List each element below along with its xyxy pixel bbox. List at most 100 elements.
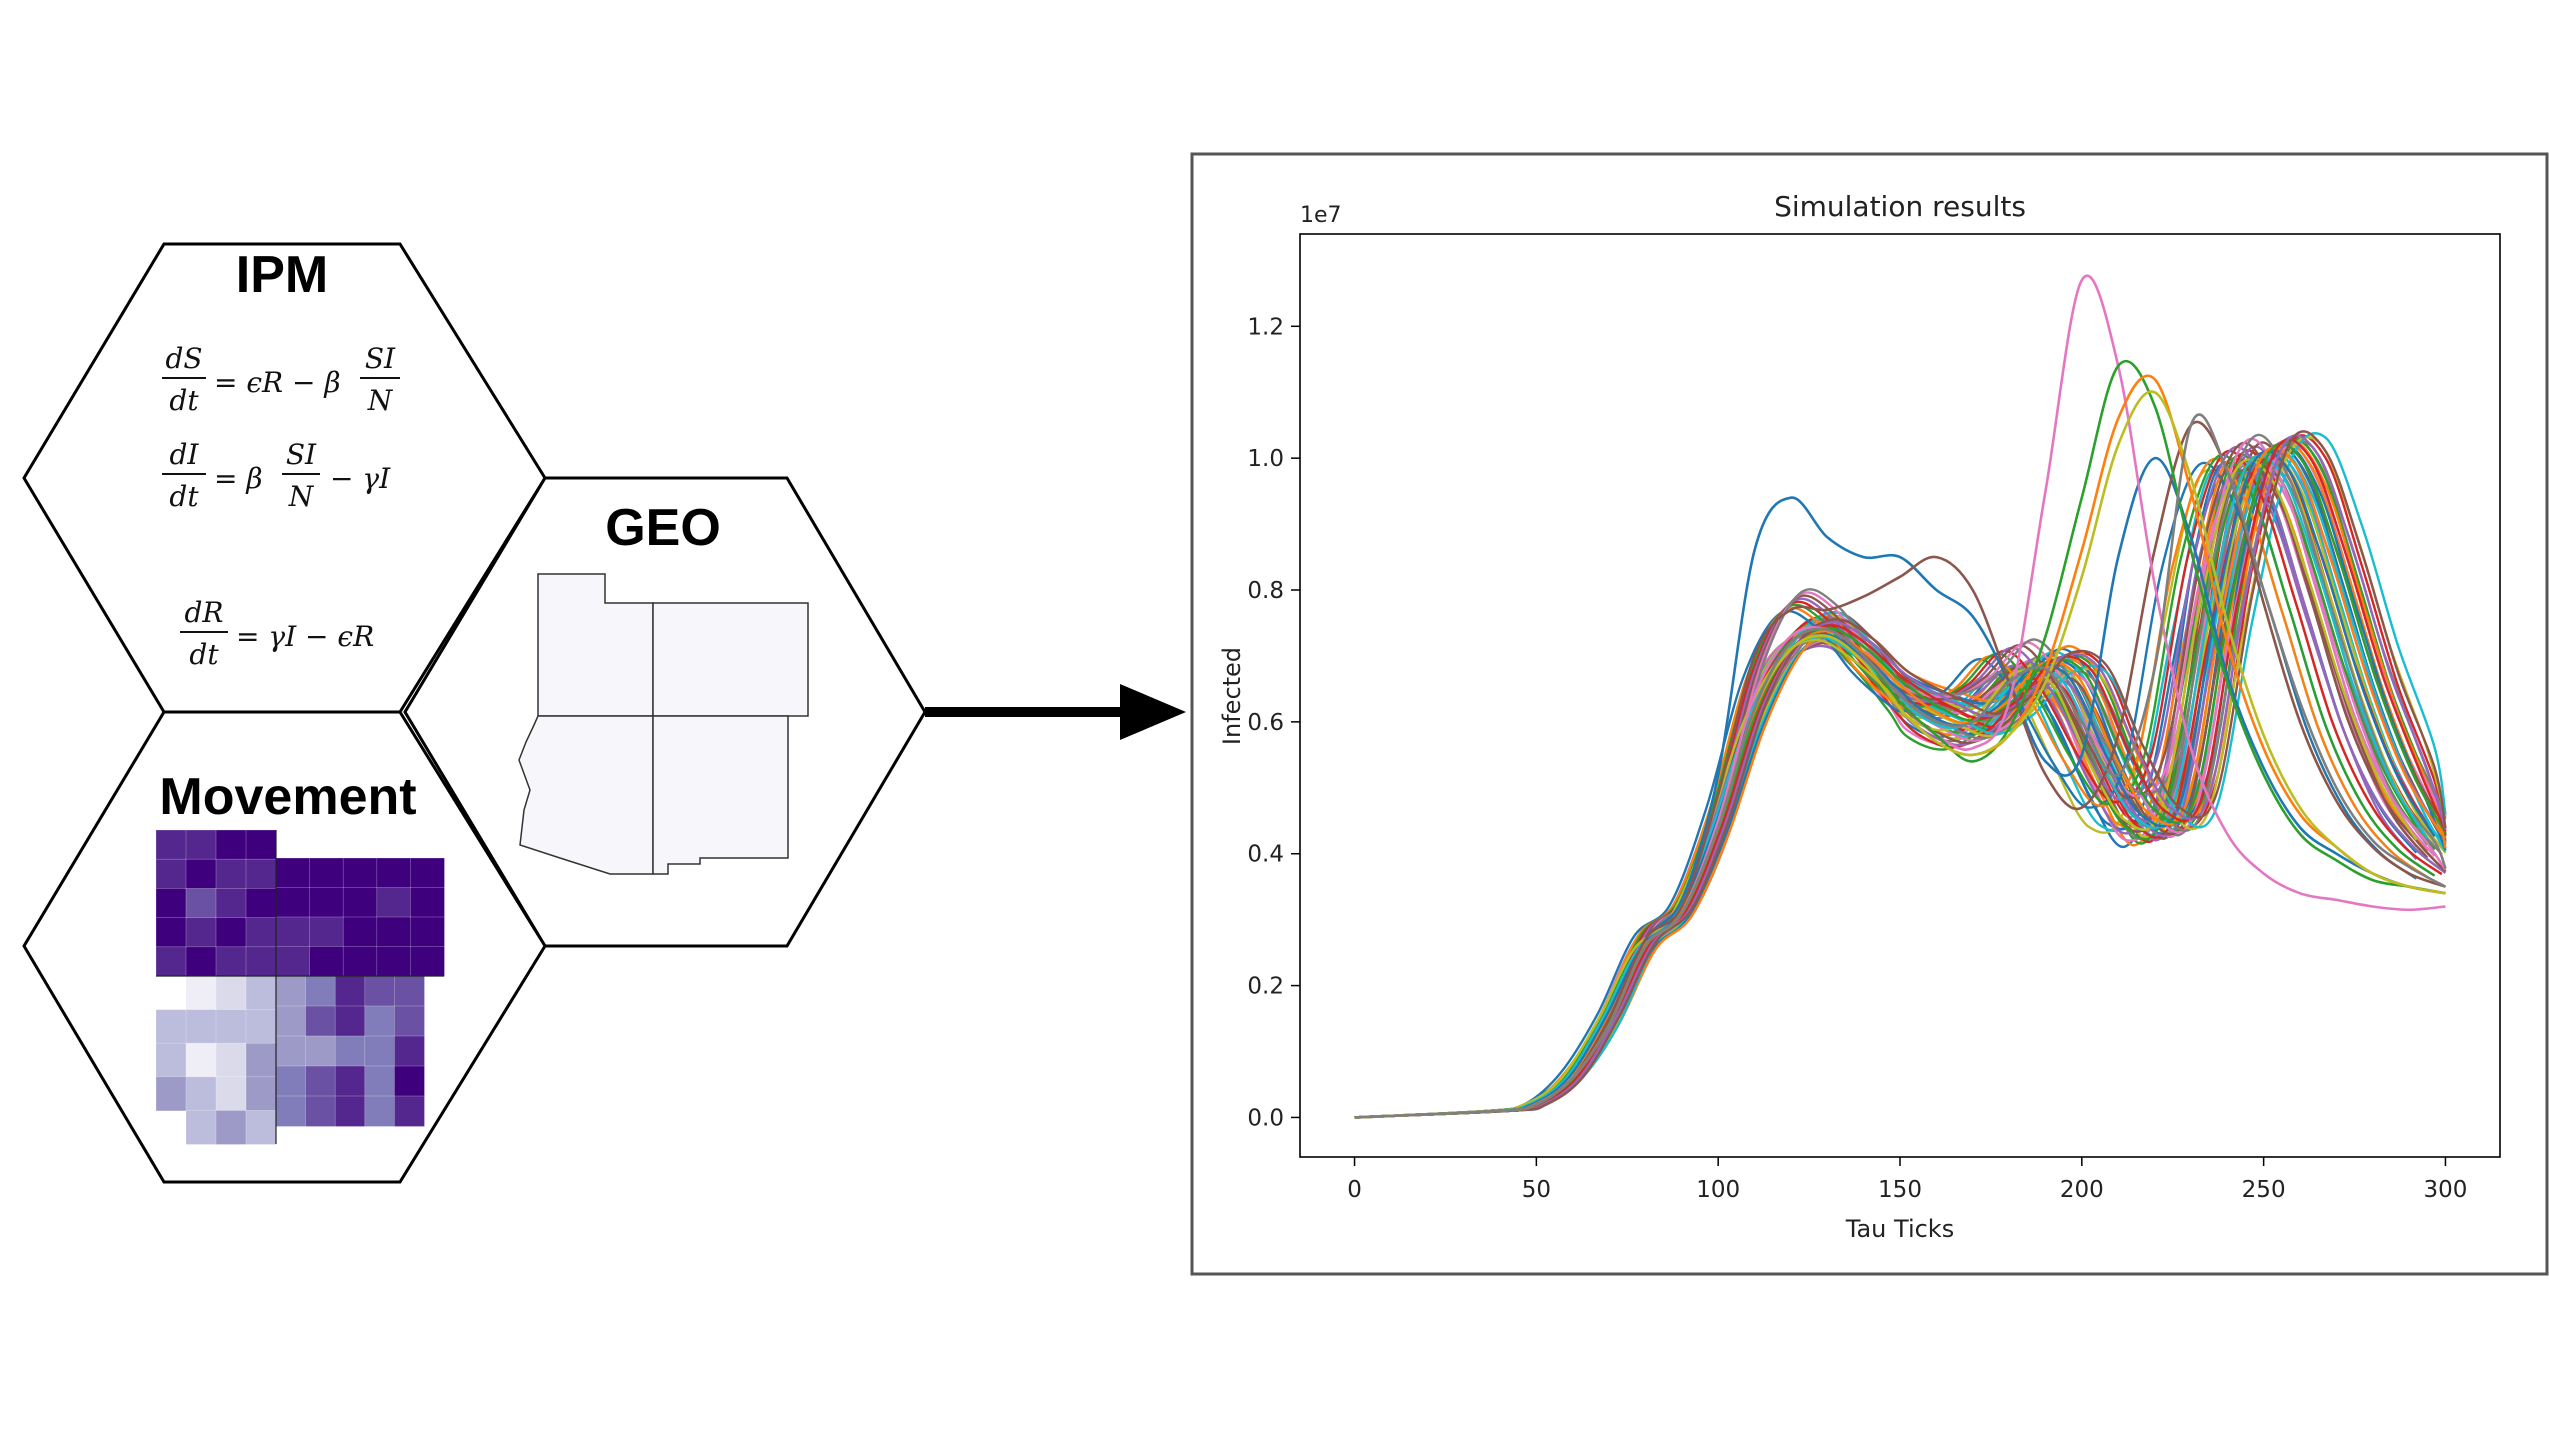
county-cell	[342, 857, 378, 889]
geo-hexagon: GEO	[403, 476, 927, 948]
eq2-lhs-den: dt	[169, 480, 199, 513]
county-cell	[215, 1009, 247, 1044]
eq1-rhs: = ϵR − β	[214, 366, 341, 399]
county-cell	[275, 857, 311, 889]
county-cell	[334, 1005, 366, 1037]
x-tick-label: 100	[1696, 1177, 1740, 1203]
county-cell	[410, 857, 445, 889]
county-cell	[342, 946, 378, 977]
equation-di-dt: dI dt = β SI N − γI	[162, 438, 391, 513]
county-cell	[245, 858, 277, 890]
county-cell	[185, 858, 217, 890]
county-cell	[275, 1035, 307, 1067]
simulation-run-line	[1354, 434, 2447, 1119]
colorado-shape	[652, 602, 809, 717]
county-cell	[309, 916, 345, 948]
eq2-rhs-a: = β	[214, 462, 263, 495]
county-cell	[185, 1110, 217, 1145]
y-axis-label: Infected	[1218, 647, 1246, 745]
county-cell	[245, 917, 277, 948]
x-axis-label: Tau Ticks	[1845, 1215, 1954, 1243]
county-cell	[364, 1095, 396, 1127]
county-cell	[155, 1009, 187, 1044]
geo-label: GEO	[605, 499, 721, 557]
county-cell	[185, 1009, 217, 1044]
equation-ds-dt: dS dt = ϵR − β SI N	[162, 342, 400, 417]
county-cell	[215, 1042, 247, 1078]
eq1-lhs-num: dS	[165, 342, 202, 375]
county-cell	[185, 917, 217, 948]
chart-frame	[1190, 152, 2549, 1276]
eq2-frac-den: N	[288, 480, 315, 513]
county-cell	[394, 1065, 425, 1097]
flow-arrow	[925, 684, 1186, 740]
eq1-frac-num: SI	[365, 342, 396, 375]
county-cell	[410, 916, 445, 948]
eq3-rhs: = γI − ϵR	[236, 620, 374, 653]
county-cell	[185, 829, 217, 861]
simulation-results-chart: Simulation results 1e7 0 50 100 150 200 250 30…	[1218, 190, 2501, 1243]
simulation-run-line	[1354, 454, 2436, 1119]
x-tick-label: 0	[1347, 1177, 1362, 1203]
eq2-frac-num: SI	[286, 438, 317, 471]
eq1-lhs-den: dt	[169, 384, 199, 417]
county-cell	[245, 975, 277, 1011]
eq2-rhs-b: − γI	[330, 462, 391, 495]
simulation-run-line-outlier	[1354, 413, 2447, 1119]
county-cell	[215, 1110, 247, 1145]
county-cell	[305, 1095, 337, 1127]
simulation-run-line	[1354, 432, 2447, 1119]
county-cell	[376, 857, 412, 889]
y-axis-ticks: 0.0 0.2 0.4 0.6 0.8 1.0 1.2	[1247, 314, 1300, 1131]
county-cell	[275, 946, 311, 977]
county-cell	[334, 1065, 366, 1097]
y-tick-label: 1.2	[1247, 314, 1284, 340]
x-tick-label: 150	[1878, 1177, 1922, 1203]
county-cell	[334, 1035, 366, 1067]
county-cell	[245, 1076, 277, 1112]
county-cell	[245, 1110, 277, 1145]
county-cell	[275, 975, 307, 1007]
county-cell	[155, 946, 187, 977]
county-cell	[185, 1076, 217, 1112]
chart-title: Simulation results	[1774, 190, 2026, 223]
county-cell	[215, 829, 247, 861]
y-tick-label: 0.2	[1247, 974, 1284, 1000]
eq3-lhs-den: dt	[189, 638, 219, 671]
county-cell	[410, 887, 445, 918]
county-cell	[376, 887, 412, 918]
y-tick-label: 1.0	[1247, 446, 1284, 472]
county-cell	[185, 1042, 217, 1078]
equation-dr-dt: dR dt = γI − ϵR	[180, 596, 374, 671]
county-cell	[185, 975, 217, 1011]
ipm-label: IPM	[236, 246, 328, 304]
y-tick-label: 0.6	[1247, 710, 1284, 736]
county-cell	[185, 946, 217, 977]
county-cell	[215, 1076, 247, 1112]
eq3-lhs-num: dR	[184, 596, 223, 629]
county-cell	[275, 1005, 307, 1037]
eq2-lhs-num: dI	[170, 438, 200, 471]
movement-hexagon: Movement	[22, 710, 547, 1184]
x-axis-ticks: 0 50 100 150 200 250 300	[1347, 1157, 2467, 1203]
arrow-head	[1120, 684, 1186, 740]
simulation-run-line-outlier	[1354, 420, 2446, 1119]
county-cell	[305, 975, 337, 1007]
county-cell	[305, 1035, 337, 1067]
county-cell	[364, 1035, 396, 1067]
county-cell	[185, 888, 217, 919]
county-cell	[245, 829, 277, 861]
county-cell	[342, 916, 378, 948]
county-cell	[275, 887, 311, 918]
county-cell	[394, 1095, 425, 1127]
county-cell	[155, 858, 187, 890]
county-cell	[364, 975, 396, 1007]
series-layer	[1354, 274, 2447, 1119]
county-cell	[275, 1095, 307, 1127]
county-cell	[309, 857, 345, 889]
four-corners-states-map	[518, 573, 809, 875]
simulation-run-line	[1354, 430, 2447, 1119]
x-tick-label: 300	[2424, 1177, 2468, 1203]
county-cell	[215, 858, 247, 890]
